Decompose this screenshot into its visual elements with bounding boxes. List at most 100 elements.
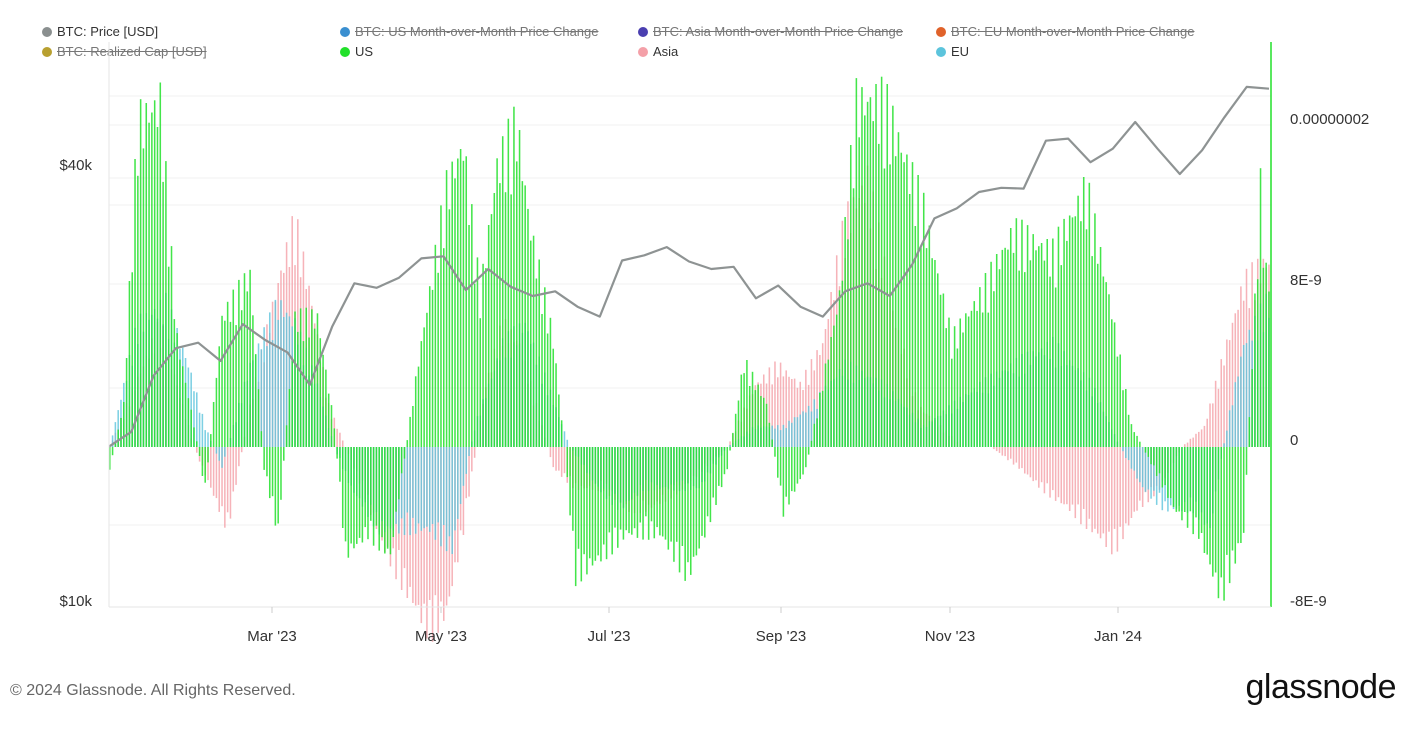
bar-us [527, 208, 529, 447]
bar-eu [204, 430, 206, 447]
bar-us [681, 447, 684, 546]
legend-item-btc-price[interactable]: BTC: Price [USD] [42, 24, 158, 39]
bar-us [1161, 447, 1164, 488]
bar-us [903, 162, 905, 447]
bar-us [566, 447, 569, 478]
bar-us [1155, 447, 1158, 476]
bar-us [1234, 447, 1237, 564]
bar-us [838, 290, 841, 447]
bar-eu [260, 349, 263, 447]
bar-asia [1203, 425, 1206, 447]
glassnode-logo: glassnode [1245, 668, 1396, 706]
legend-item-us[interactable]: US [340, 44, 373, 59]
bar-us [791, 447, 793, 492]
bar-us [111, 447, 114, 456]
bar-us [1085, 229, 1088, 447]
bar-us [1198, 447, 1200, 539]
bar-us [288, 389, 291, 447]
bar-us [240, 310, 243, 447]
bar-us [1125, 389, 1127, 447]
bar-us [1007, 249, 1009, 447]
bar-asia [210, 447, 212, 488]
bar-us [821, 390, 824, 447]
bar-us [381, 447, 383, 538]
bar-eu [285, 312, 288, 447]
bar-us [892, 105, 894, 447]
bar-us [1032, 234, 1034, 447]
bar-eu [1153, 447, 1155, 491]
bar-us [1169, 447, 1172, 499]
bar-us [1077, 195, 1079, 447]
bar-us [451, 161, 453, 447]
bar-asia [1220, 359, 1223, 447]
chart-canvas[interactable]: Mar '23 May '23 Jul '23 Sep '23 Nov '23 Jan '… [0, 0, 1408, 660]
legend-item-asia[interactable]: Asia [638, 44, 678, 59]
bar-us [283, 447, 285, 461]
bar-us [1195, 447, 1197, 518]
bar-asia [240, 447, 243, 453]
legend-item-realized-cap[interactable]: BTC: Realized Cap [USD] [42, 44, 207, 59]
bar-eu [785, 428, 787, 447]
bar-us [574, 447, 577, 587]
bar-us [490, 214, 493, 447]
bar-us [869, 97, 872, 447]
bar-us [1074, 216, 1077, 447]
bar-us [431, 289, 434, 447]
bar-us [445, 170, 448, 447]
bar-eu [193, 391, 195, 447]
bar-us [1024, 272, 1026, 447]
bar-asia [995, 447, 998, 452]
bar-us [636, 447, 639, 538]
bar-us [805, 447, 807, 468]
bar-asia [799, 381, 801, 447]
bar-us [1183, 447, 1186, 512]
bar-asia [1009, 447, 1012, 459]
bar-asia [1021, 447, 1023, 469]
legend-label: Asia [653, 44, 679, 59]
left-tick-label: $40k [59, 157, 92, 174]
bar-us [210, 434, 212, 447]
bar-asia [729, 441, 731, 447]
bar-asia [235, 447, 237, 485]
bar-us [639, 447, 642, 523]
bar-us [134, 159, 136, 447]
bar-us [883, 168, 886, 447]
bar-eu [448, 447, 451, 537]
bar-asia [1082, 447, 1085, 509]
bar-asia [1192, 437, 1194, 447]
bar-asia [793, 378, 796, 447]
legend-item-eu[interactable]: EU [936, 44, 969, 59]
bar-us [967, 316, 970, 447]
bar-us [128, 281, 131, 447]
bar-us [1049, 276, 1051, 447]
bar-us [1026, 225, 1029, 447]
bar-asia [1001, 447, 1004, 456]
bar-asia [471, 447, 473, 472]
bar-us [782, 447, 785, 517]
legend-item-us-mom[interactable]: BTC: US Month-over-Month Price Change [340, 24, 598, 39]
bar-us [212, 402, 215, 447]
bar-us [690, 447, 692, 575]
legend-item-eu-mom[interactable]: BTC: EU Month-over-Month Price Change [936, 24, 1194, 39]
bar-asia [462, 447, 465, 535]
bar-us [847, 239, 849, 447]
bar-eu [1223, 443, 1225, 447]
bar-eu [1226, 430, 1228, 447]
legend-item-asia-mom[interactable]: BTC: Asia Month-over-Month Price Change [638, 24, 903, 39]
bar-asia [1096, 447, 1099, 534]
bar-us [184, 382, 187, 447]
bar-asia [400, 447, 403, 590]
bar-us [1105, 282, 1107, 447]
bar-asia [1024, 447, 1026, 474]
bar-us [762, 397, 765, 447]
bar-eu [443, 447, 445, 525]
bar-us [339, 447, 341, 482]
bar-us [726, 447, 729, 470]
bar-eu [268, 312, 271, 447]
bar-us [499, 183, 501, 447]
bar-us [998, 269, 1001, 447]
bar-us [709, 447, 712, 523]
bar-asia [473, 447, 476, 458]
bar-us [120, 418, 122, 447]
bar-asia [1032, 447, 1034, 482]
